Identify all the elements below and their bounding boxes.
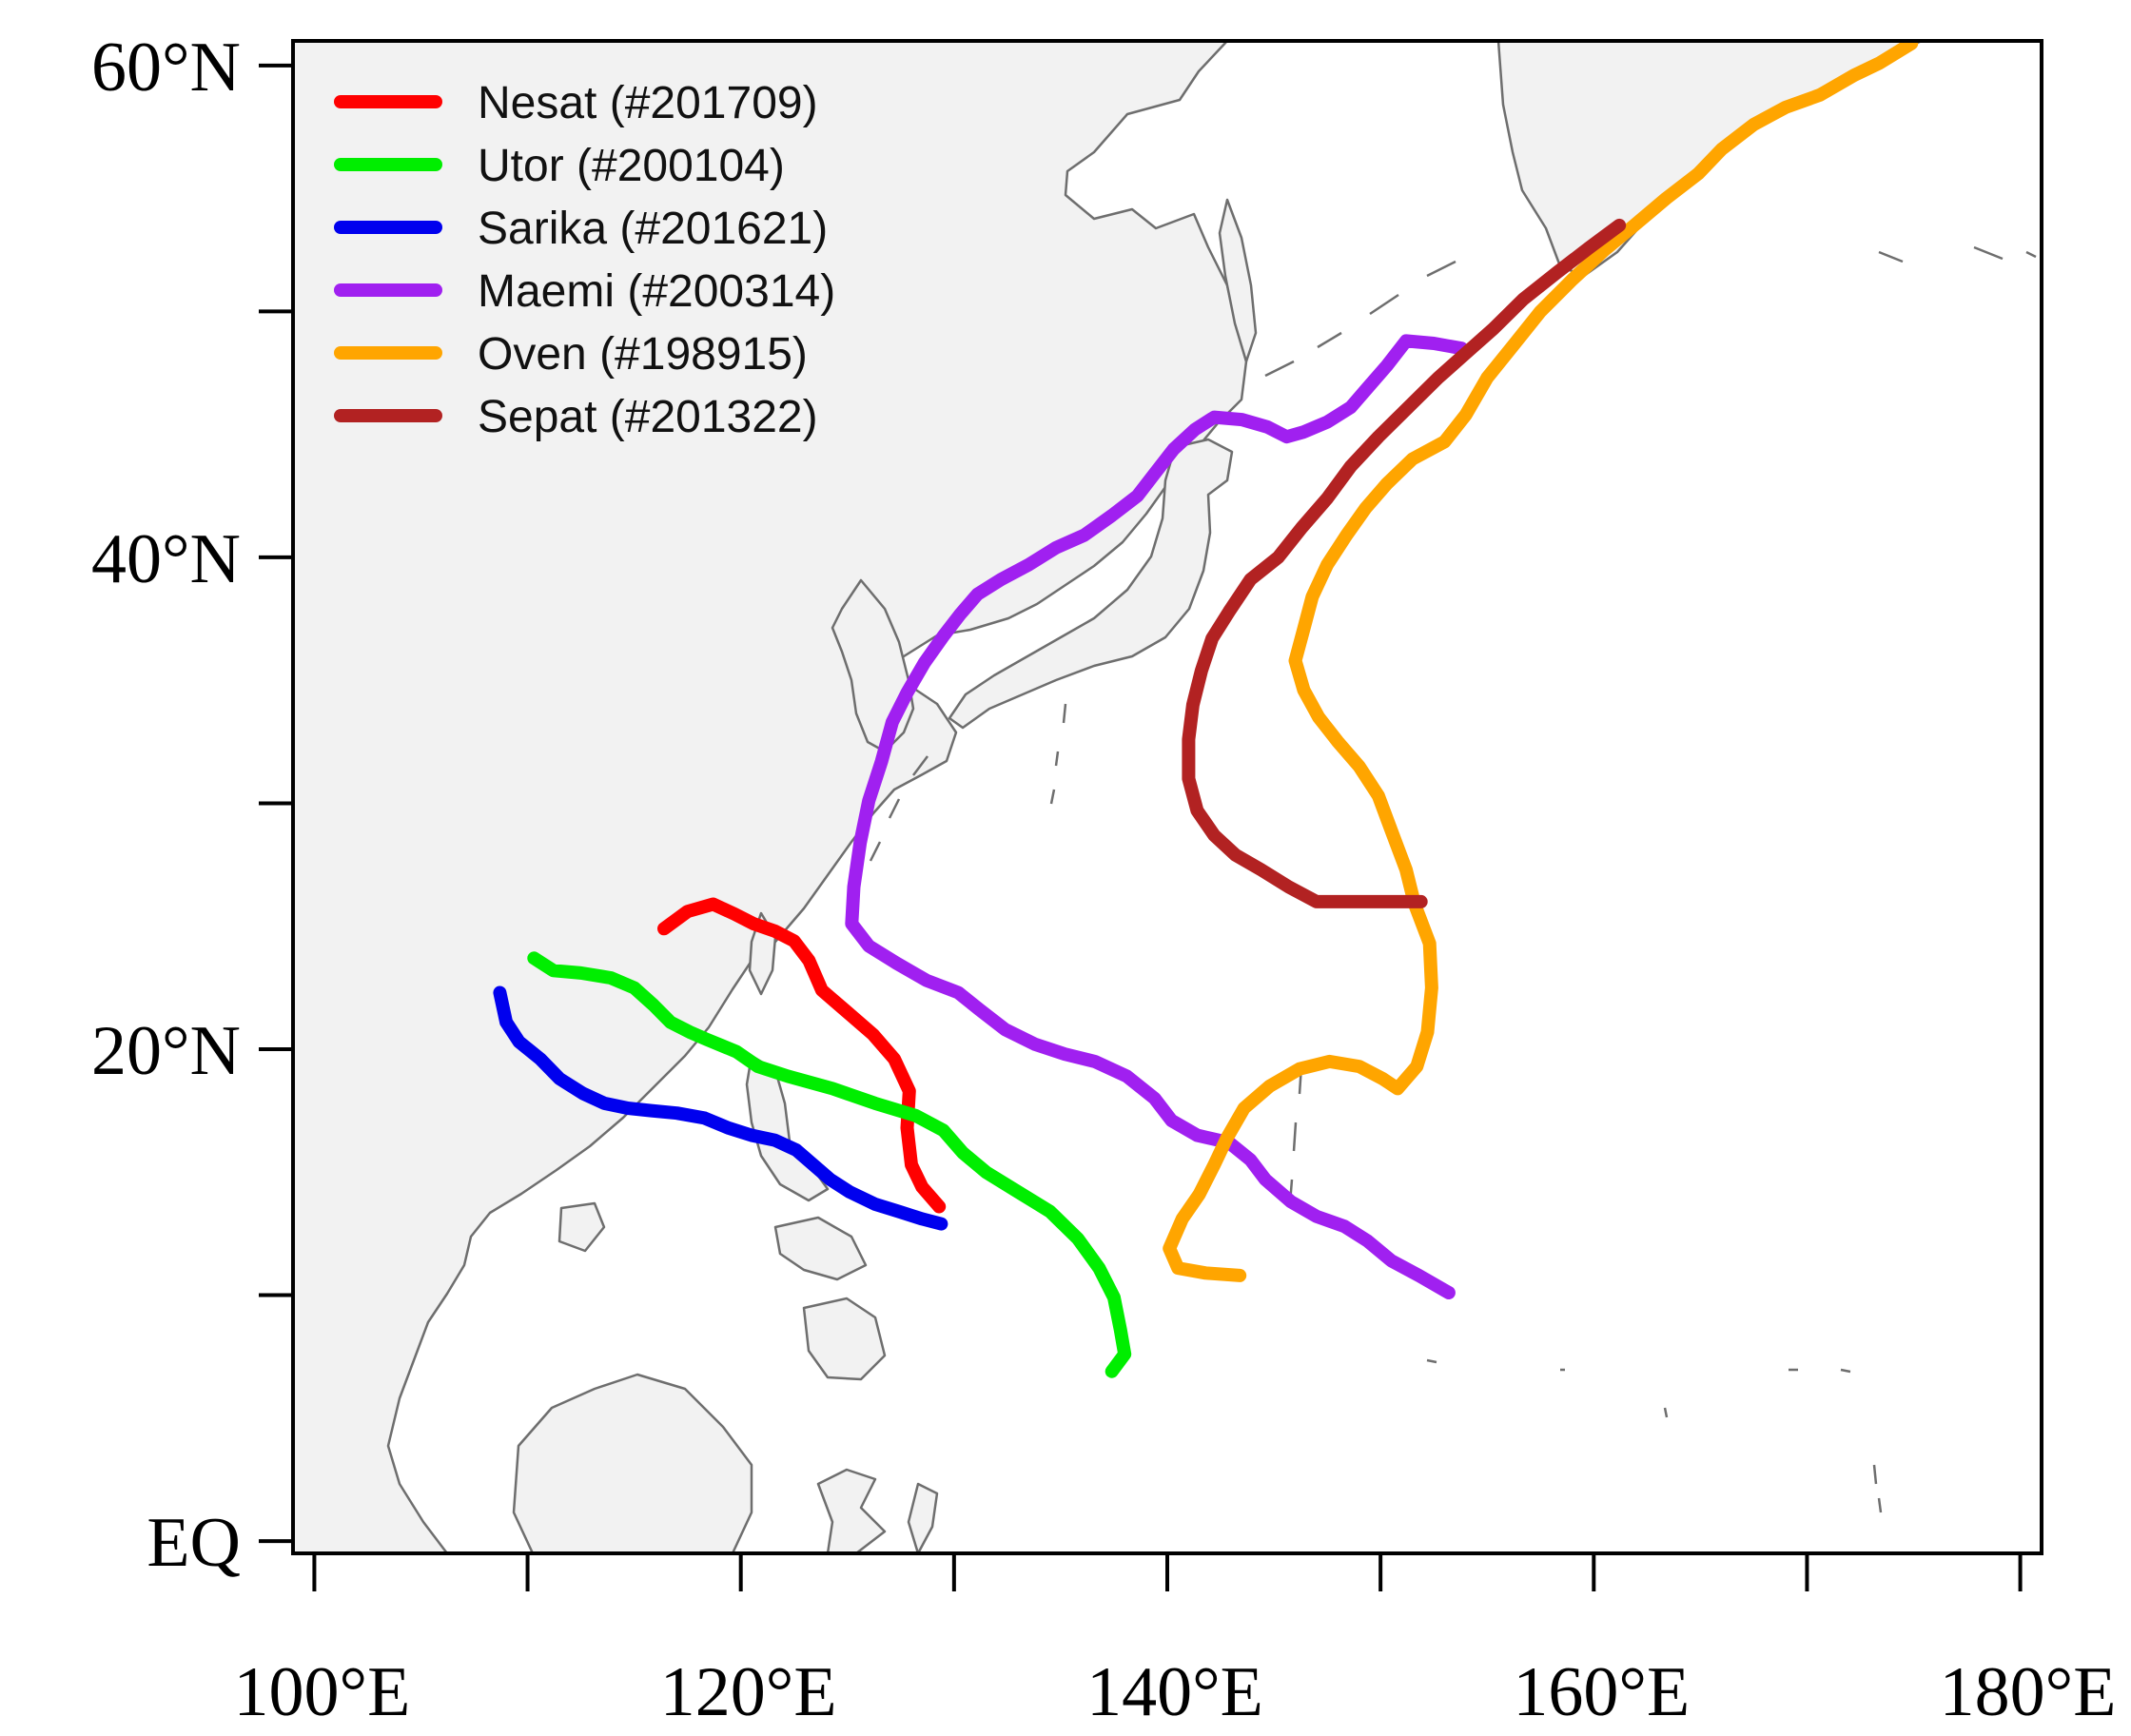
legend-label: Oven (#198915) bbox=[478, 329, 808, 380]
landmass-asia bbox=[293, 41, 1248, 1553]
legend: Nesat (#201709) Utor (#200104) Sarika (#20… bbox=[334, 78, 835, 442]
legend-item-nesat: Nesat (#201709) bbox=[334, 78, 818, 128]
coastline-kuril-islands bbox=[1264, 260, 1457, 378]
y-tick-label: EQ bbox=[147, 1504, 241, 1582]
x-tick-label: 180°E bbox=[1940, 1653, 2117, 1731]
legend-item-maemi: Maemi (#200314) bbox=[334, 266, 835, 317]
land-layer bbox=[293, 41, 2037, 1553]
landmass-halmahera bbox=[907, 1482, 939, 1553]
y-tick-label: 60°N bbox=[91, 29, 241, 107]
landmass-japan bbox=[948, 438, 1234, 730]
coastline-izu-islands bbox=[1049, 703, 1067, 805]
x-tick-label: 160°E bbox=[1513, 1653, 1690, 1731]
legend-label: Sepat (#201322) bbox=[478, 392, 818, 442]
landmass-visayas bbox=[773, 1216, 868, 1281]
x-tick-label: 120°E bbox=[660, 1653, 837, 1731]
legend-label: Utor (#200104) bbox=[478, 141, 785, 191]
coastline-pacific-islands bbox=[1426, 245, 2037, 1513]
y-tick-label: 40°N bbox=[91, 520, 241, 598]
track-line-sepat bbox=[1182, 218, 1627, 908]
landmass-borneo bbox=[512, 1373, 753, 1553]
track-line-sarika bbox=[493, 985, 948, 1231]
legend-label: Sarika (#201621) bbox=[478, 204, 828, 254]
x-axis: 100°E 120°E 140°E 160°E 180°E bbox=[234, 1553, 2117, 1731]
x-tick-label: 100°E bbox=[234, 1653, 411, 1731]
landmass-sakhalin bbox=[1218, 198, 1258, 363]
legend-item-oven: Oven (#198915) bbox=[334, 329, 808, 380]
track-line-utor bbox=[527, 951, 1132, 1378]
legend-label: Nesat (#201709) bbox=[478, 78, 818, 128]
track-layer bbox=[493, 41, 1919, 1378]
coastline-ryukyu-islands bbox=[869, 755, 929, 862]
track-line-oven bbox=[1163, 41, 1919, 1282]
landmass-hainan bbox=[557, 1201, 606, 1253]
landmass-sulawesi bbox=[816, 1468, 887, 1553]
legend-item-sarika: Sarika (#201621) bbox=[334, 204, 828, 254]
x-tick-label: 140°E bbox=[1086, 1653, 1263, 1731]
legend-item-utor: Utor (#200104) bbox=[334, 141, 785, 191]
y-axis: EQ 20°N 40°N 60°N bbox=[91, 29, 293, 1582]
legend-item-sepat: Sepat (#201322) bbox=[334, 392, 818, 442]
landmass-mindanao bbox=[802, 1297, 887, 1381]
legend-label: Maemi (#200314) bbox=[478, 266, 835, 317]
y-tick-label: 20°N bbox=[91, 1012, 241, 1090]
track-line-nesat bbox=[657, 897, 947, 1214]
